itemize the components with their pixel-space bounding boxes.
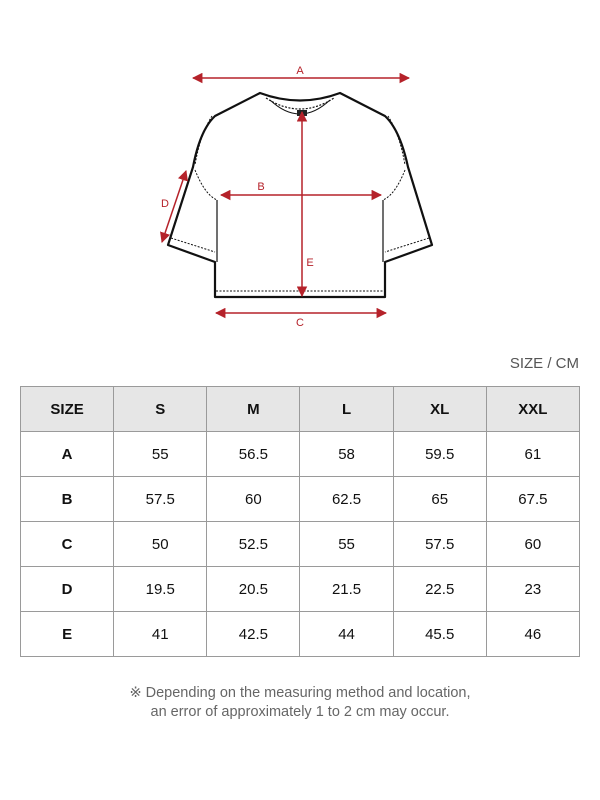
table-cell: 21.5 xyxy=(299,566,394,612)
table-cell: 60 xyxy=(206,476,301,522)
header-cell: S xyxy=(113,386,208,432)
table-cell: 44 xyxy=(299,611,394,657)
table-row: A 55 56.5 58 59.5 61 xyxy=(19,431,581,477)
label-e: E xyxy=(306,257,313,269)
table-cell: 20.5 xyxy=(206,566,301,612)
measurement-note: ※ Depending on the measuring method and … xyxy=(0,684,600,722)
row-label: B xyxy=(19,476,115,522)
table-cell: 59.5 xyxy=(392,431,487,477)
table-cell: 55 xyxy=(299,521,394,567)
header-cell: L xyxy=(299,386,394,432)
row-label: A xyxy=(19,431,115,477)
table-row: E 41 42.5 44 45.5 46 xyxy=(19,611,581,657)
label-a: A xyxy=(296,65,304,77)
table-row: B 57.5 60 62.5 65 67.5 xyxy=(19,476,581,522)
table-cell: 42.5 xyxy=(206,611,301,657)
header-cell: SIZE xyxy=(19,386,115,432)
table-cell: 52.5 xyxy=(206,521,301,567)
table-cell: 57.5 xyxy=(392,521,487,567)
tshirt-measurement-diagram: A B C D E xyxy=(160,65,434,329)
table-cell: 62.5 xyxy=(299,476,394,522)
table-cell: 22.5 xyxy=(392,566,487,612)
header-cell: XL xyxy=(392,386,487,432)
label-c: C xyxy=(296,317,304,329)
table-cell: 50 xyxy=(113,521,208,567)
table-cell: 58 xyxy=(299,431,394,477)
unit-label: SIZE / CM xyxy=(509,355,579,372)
table-header-row: SIZE S M L XL XXL xyxy=(19,386,581,432)
table-cell: 56.5 xyxy=(206,431,301,477)
row-label: D xyxy=(19,566,115,612)
table-cell: 61 xyxy=(485,431,581,477)
table-cell: 67.5 xyxy=(485,476,581,522)
table-cell: 60 xyxy=(485,521,581,567)
row-label: C xyxy=(19,521,115,567)
table-row: C 50 52.5 55 57.5 60 xyxy=(19,521,581,567)
table-cell: 41 xyxy=(113,611,208,657)
table-cell: 46 xyxy=(485,611,581,657)
table-cell: 57.5 xyxy=(113,476,208,522)
table-cell: 23 xyxy=(485,566,581,612)
label-d: D xyxy=(161,198,169,210)
table-cell: 55 xyxy=(113,431,208,477)
table-row: D 19.5 20.5 21.5 22.5 23 xyxy=(19,566,581,612)
header-cell: XXL xyxy=(485,386,581,432)
note-line-1: ※ Depending on the measuring method and … xyxy=(129,685,471,701)
table-cell: 45.5 xyxy=(392,611,487,657)
row-label: E xyxy=(19,611,115,657)
note-line-2: an error of approximately 1 to 2 cm may … xyxy=(150,704,450,720)
table-cell: 19.5 xyxy=(113,566,208,612)
size-table: SIZE S M L XL XXL A 55 56.5 58 59.5 61 B 57.5 60… xyxy=(19,386,581,657)
header-cell: M xyxy=(206,386,301,432)
table-cell: 65 xyxy=(392,476,487,522)
label-b: B xyxy=(257,181,264,193)
arrow-d xyxy=(160,170,188,243)
